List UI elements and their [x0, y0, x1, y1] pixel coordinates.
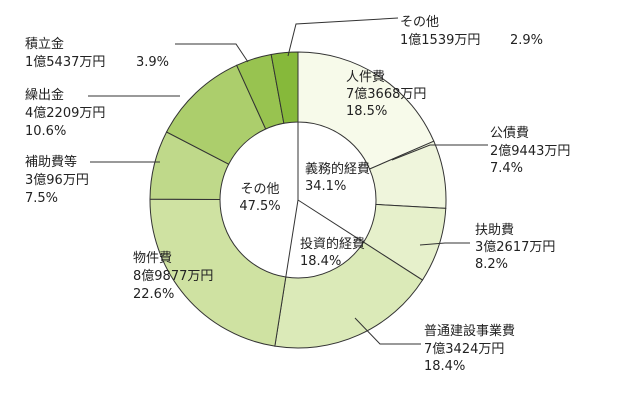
svg-text:その他: その他 [400, 15, 439, 30]
svg-text:7.5%: 7.5% [25, 191, 58, 206]
svg-text:7億3668万円: 7億3668万円 [346, 86, 426, 102]
svg-text:普通建設事業費: 普通建設事業費 [424, 323, 515, 339]
group-divider-mandatory-investment [297, 199, 364, 243]
svg-text:3.9%: 3.9% [136, 55, 169, 70]
svg-text:18.5%: 18.5% [346, 104, 387, 119]
svg-text:2.9%: 2.9% [510, 33, 543, 48]
slice-label-tsumitatekin: 積立金 1億5437万円 3.9% [25, 36, 169, 70]
svg-text:物件費: 物件費 [133, 251, 172, 266]
svg-text:2億9443万円: 2億9443万円 [490, 143, 570, 159]
svg-text:4億2209万円: 4億2209万円 [25, 105, 105, 121]
svg-text:扶助費: 扶助費 [475, 223, 514, 238]
leader-line-8 [287, 17, 399, 57]
svg-text:10.6%: 10.6% [25, 124, 66, 139]
svg-text:7.4%: 7.4% [490, 161, 523, 176]
svg-text:補助費等: 補助費等 [25, 154, 77, 170]
leader-line-2 [419, 242, 470, 246]
svg-text:8億9877万円: 8億9877万円 [133, 268, 213, 284]
svg-text:8.2%: 8.2% [475, 257, 508, 272]
svg-text:繰出金: 繰出金 [25, 87, 64, 103]
svg-text:1億5437万円: 1億5437万円 [25, 54, 105, 70]
slice-label-kosaihi: 公債費 2億9443万円 7.4% [490, 126, 570, 176]
svg-text:18.4%: 18.4% [424, 359, 465, 374]
group-divider-investment-other [285, 199, 299, 278]
center-label-percent: 47.5% [239, 199, 280, 214]
svg-text:人件費: 人件費 [346, 70, 385, 85]
svg-text:22.6%: 22.6% [133, 287, 174, 302]
slice-label-fujohi: 扶助費 3億2617万円 8.2% [475, 223, 555, 272]
donut-slice-4 [149, 198, 287, 347]
svg-text:積立金: 積立金 [25, 36, 64, 52]
slice-label-futsu-kensetsu: 普通建設事業費 7億3424万円 18.4% [424, 323, 515, 374]
leader-line-3 [354, 317, 421, 345]
svg-text:1億1539万円: 1億1539万円 [400, 32, 480, 48]
group-label-mandatory-percent: 34.1% [305, 179, 346, 194]
group-label-mandatory-name: 義務的経費 [305, 161, 370, 177]
svg-text:3億2617万円: 3億2617万円 [475, 239, 555, 255]
leader-line-1 [391, 144, 488, 161]
svg-text:3億96万円: 3億96万円 [25, 172, 89, 188]
center-label-name: その他 [240, 182, 279, 197]
slice-label-jinkenhi: 人件費 7億3668万円 18.5% [346, 70, 426, 119]
slice-label-bukkenhi: 物件費 8億9877万円 22.6% [133, 251, 213, 302]
svg-text:公債費: 公債費 [490, 126, 529, 141]
slice-label-sonota: その他 1億1539万円 2.9% [400, 15, 543, 48]
slice-label-hojohi: 補助費等 3億96万円 7.5% [25, 154, 89, 206]
group-label-investment-percent: 18.4% [300, 254, 341, 269]
svg-text:7億3424万円: 7億3424万円 [424, 341, 504, 357]
leader-line-7 [175, 43, 249, 63]
group-label-investment-name: 投資的経費 [300, 236, 365, 252]
slice-label-kuridashikin: 繰出金 4億2209万円 10.6% [25, 87, 105, 139]
